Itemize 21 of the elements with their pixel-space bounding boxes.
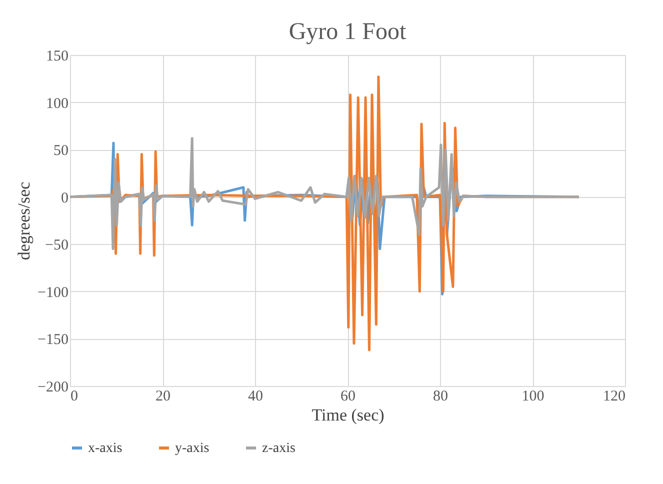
y-tick-label: 150 bbox=[46, 48, 68, 64]
x-tick-label: 80 bbox=[433, 388, 448, 404]
x-tick-label: 20 bbox=[156, 388, 170, 404]
legend-label: x-axis bbox=[88, 441, 122, 456]
y-tick-label: 0 bbox=[61, 190, 68, 206]
x-tick-label: 100 bbox=[522, 388, 544, 404]
y-tick-label: −100 bbox=[38, 284, 68, 301]
legend-label: y-axis bbox=[175, 441, 210, 456]
y-tick-label: −200 bbox=[38, 380, 68, 396]
y-tick-label: 50 bbox=[54, 143, 68, 160]
line-series bbox=[68, 136, 580, 250]
legend-label: z-axis bbox=[262, 441, 296, 456]
y-tick-label: −50 bbox=[45, 238, 68, 254]
x-axis-title: Time (sec) bbox=[312, 406, 384, 424]
y-tick-label: −150 bbox=[38, 332, 68, 348]
y-tick-label: 100 bbox=[46, 96, 68, 112]
x-tick-label: 120 bbox=[603, 388, 626, 404]
x-tick-label: 40 bbox=[248, 388, 263, 404]
y-axis-title: degrees/sec bbox=[14, 181, 34, 260]
chart-title: Gyro 1 Foot bbox=[288, 19, 406, 45]
x-tick-label: 60 bbox=[340, 388, 356, 404]
